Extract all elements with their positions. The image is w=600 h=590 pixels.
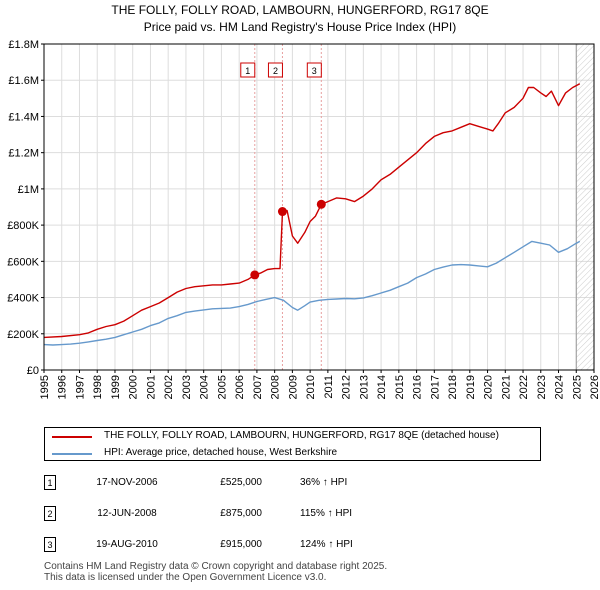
x-tick-label: 2015 [394,375,406,399]
footer-copyright: Contains HM Land Registry data © Crown c… [44,561,388,572]
legend-label-property: THE FOLLY, FOLLY ROAD, LAMBOURN, HUNGERF… [104,430,499,441]
x-tick-label: 1998 [92,375,104,399]
x-tick-label: 2000 [128,375,140,399]
x-tick-label: 2014 [376,375,388,399]
x-tick-label: 1995 [39,375,51,399]
x-tick-label: 2026 [589,375,600,399]
chart-subtitle: Price paid vs. HM Land Registry's House … [143,20,457,34]
transaction-hpi: 124% ↑ HPI [300,539,353,550]
chart-title: THE FOLLY, FOLLY ROAD, LAMBOURN, HUNGERF… [111,3,489,17]
y-tick-label: £800K [7,220,39,232]
hpi-line [43,240,581,346]
x-tick-label: 2016 [412,375,424,399]
x-tick-label: 2003 [181,375,193,399]
forecast-hatch [576,44,594,370]
table-row: 2 12-JUN-2008 £875,000 115% ↑ HPI [0,506,600,526]
x-tick-label: 2022 [518,375,530,399]
y-tick-label: £1.6M [8,75,39,87]
marker-label: 3 [312,66,317,76]
footer-license: This data is licensed under the Open Gov… [44,572,327,583]
marker-box [267,62,283,78]
x-tick-label: 2004 [199,375,211,399]
legend-item-property: THE FOLLY, FOLLY ROAD, LAMBOURN, HUNGERF… [45,428,540,445]
x-tick-label: 2013 [358,375,370,399]
transaction-marker: 1 [240,62,256,78]
x-tick-label: 2002 [163,375,175,399]
x-tick-label: 2018 [447,375,459,399]
transaction-point [250,270,260,280]
table-row: 3 19-AUG-2010 £915,000 124% ↑ HPI [0,537,600,557]
property-price-line [43,83,581,339]
transaction-price: £915,000 [220,539,262,550]
x-tick-label: 2025 [571,375,583,399]
transaction-points [250,199,326,280]
legend: THE FOLLY, FOLLY ROAD, LAMBOURN, HUNGERF… [44,427,541,461]
y-tick-label: £600K [7,256,39,268]
transaction-number: 3 [44,537,56,552]
plot-frame [43,43,595,371]
x-tick-label: 1996 [57,375,69,399]
x-tick-label: 2007 [252,375,264,399]
series-lines [43,83,581,346]
y-tick-label: £1.8M [8,39,39,51]
forecast-region [575,44,594,370]
x-tick-label: 2023 [536,375,548,399]
y-tick-label: £200K [7,329,39,341]
marker-label: 1 [245,66,250,76]
legend-swatch-hpi [52,453,92,455]
x-tick-label: 2021 [500,375,512,399]
transaction-hpi: 115% ↑ HPI [300,508,353,519]
y-tick-label: £1.4M [8,111,39,123]
legend-swatch-property [52,436,92,438]
marker-box [240,62,256,78]
transaction-date: 12-JUN-2008 [97,508,157,519]
x-tick-label: 2009 [287,375,299,399]
grid [43,43,595,371]
x-tick-label: 2020 [483,375,495,399]
marker-box [306,62,322,78]
y-tick-label: £0 [27,365,39,377]
y-tick-label: £400K [7,293,39,305]
table-row: 1 17-NOV-2006 £525,000 36% ↑ HPI [0,475,600,495]
transaction-date: 19-AUG-2010 [96,539,158,550]
x-tick-label: 1997 [74,375,86,399]
x-tick-label: 2017 [429,375,441,399]
legend-item-hpi: HPI: Average price, detached house, West… [45,445,540,462]
transaction-hpi: 36% ↑ HPI [300,477,348,488]
x-tick-label: 2008 [270,375,282,399]
transaction-number: 1 [44,475,56,490]
x-tick-label: 2006 [234,375,246,399]
x-tick-label: 1999 [110,375,122,399]
x-tick-label: 2012 [341,375,353,399]
transaction-marker: 2 [267,62,283,78]
legend-label-hpi: HPI: Average price, detached house, West… [104,447,338,458]
marker-label: 2 [273,66,278,76]
axes: £0 £200K £400K £600K £800K £1M £1.2M £1.4M £1.6M… [7,39,600,399]
y-tick-label: £1.2M [8,148,39,160]
transaction-markers: 1 2 3 [240,62,322,78]
transaction-price: £875,000 [220,508,262,519]
transaction-point [316,199,326,209]
x-tick-label: 2024 [554,375,566,399]
transaction-point [277,207,287,217]
y-tick-label: £1M [18,184,39,196]
x-tick-label: 2010 [305,375,317,399]
x-tick-label: 2011 [323,375,335,399]
x-tick-label: 2019 [465,375,477,399]
x-tick-label: 2001 [145,375,157,399]
x-tick-label: 2005 [216,375,228,399]
transaction-price: £525,000 [220,477,262,488]
transaction-number: 2 [44,506,56,521]
transaction-marker: 3 [306,62,322,78]
transaction-date: 17-NOV-2006 [96,477,158,488]
